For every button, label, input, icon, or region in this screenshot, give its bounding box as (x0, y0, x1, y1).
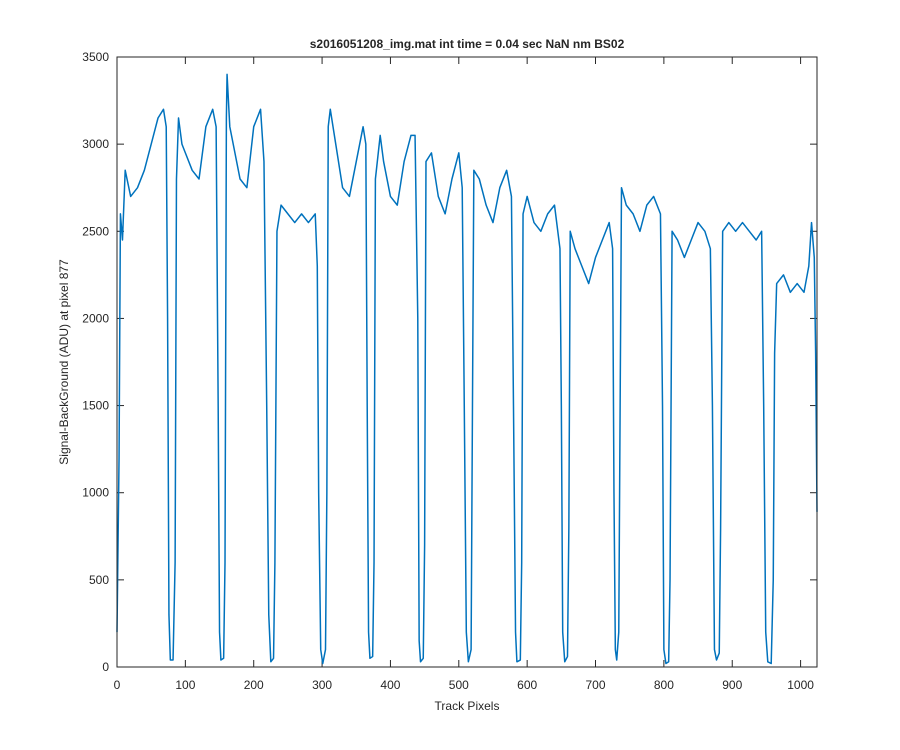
x-tick-label: 800 (654, 678, 674, 692)
x-tick-label: 500 (449, 678, 469, 692)
axes-box (116, 56, 818, 668)
x-tick-label: 100 (175, 678, 195, 692)
y-tick-label: 2500 (82, 224, 109, 238)
x-tick-label: 1000 (787, 678, 814, 692)
y-tick-label: 0 (102, 660, 109, 674)
y-tick-label: 3500 (82, 50, 109, 64)
x-axis-label: Track Pixels (435, 699, 500, 713)
x-tick-label: 300 (312, 678, 332, 692)
y-tick-label: 1000 (82, 486, 109, 500)
chart-title: s2016051208_img.mat int time = 0.04 sec … (310, 37, 625, 51)
data-line (116, 73, 818, 665)
x-tick-label: 200 (244, 678, 264, 692)
y-axis-label: Signal-BackGround (ADU) at pixel 877 (57, 259, 71, 465)
y-tick-label: 2000 (82, 311, 109, 325)
x-tick-label: 700 (586, 678, 606, 692)
y-tick-label: 3000 (82, 137, 109, 151)
x-tick-label: 900 (722, 678, 742, 692)
y-tick-label: 1500 (82, 399, 109, 413)
y-tick-label: 500 (89, 573, 109, 587)
x-tick-label: 400 (380, 678, 400, 692)
x-tick-label: 600 (517, 678, 537, 692)
x-tick-label: 0 (114, 678, 121, 692)
